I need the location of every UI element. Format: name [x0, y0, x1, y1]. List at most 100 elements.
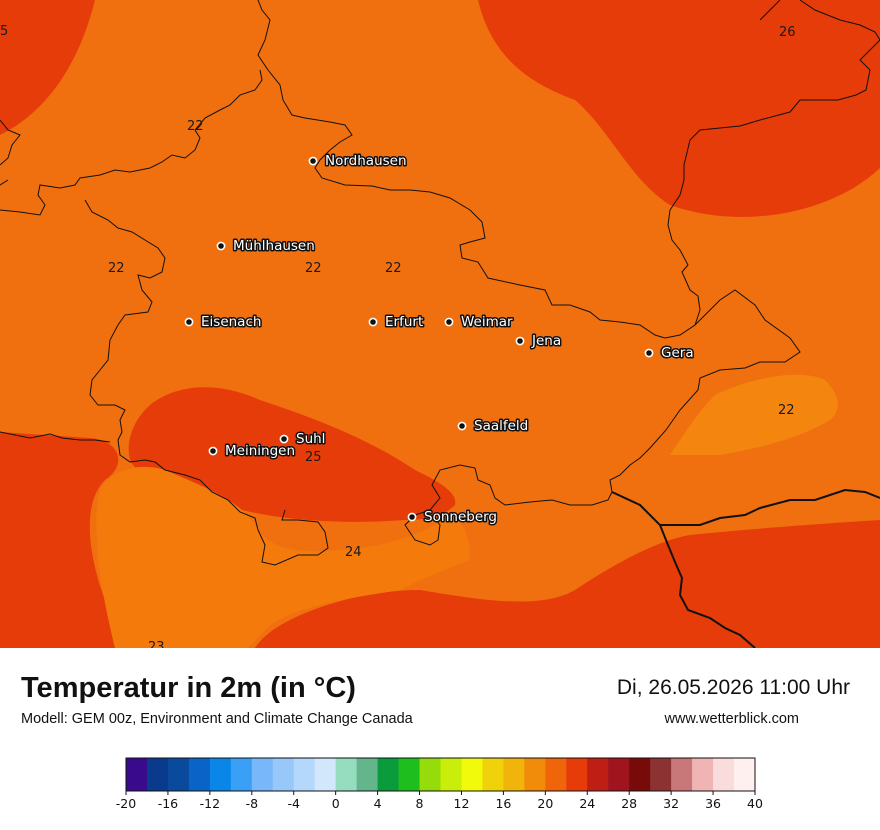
- legend-color-swatch: [629, 758, 651, 791]
- legend-color-swatch: [272, 758, 295, 791]
- isoline-label: 22: [187, 119, 204, 134]
- city-marker-sonneberg: Sonneberg: [407, 508, 499, 527]
- legend-color-swatch: [251, 758, 274, 791]
- legend-tick-label: -8: [246, 796, 259, 811]
- legend-color-swatch: [377, 758, 400, 791]
- legend-color-swatch: [335, 758, 358, 791]
- legend-tick-label: -20: [116, 796, 136, 811]
- city-label: Saalfeld: [474, 418, 528, 434]
- legend-tick-label: -4: [287, 796, 300, 811]
- city-dot: [216, 241, 226, 251]
- temperature-area-24-26: [478, 0, 880, 217]
- weather-map: 5 26 22 22 22 22 22 25 24 23 Nordhausen …: [0, 0, 880, 648]
- legend-color-swatch: [356, 758, 379, 791]
- legend-tick-label: 12: [454, 796, 470, 811]
- city-marker-eisenach: Eisenach: [184, 313, 263, 332]
- legend-color-swatch: [692, 758, 714, 791]
- state-border-lines: [0, 0, 880, 566]
- temperature-area-24-26: [128, 387, 456, 522]
- isoline-label: 22: [305, 261, 322, 276]
- legend-color-swatch: [209, 758, 232, 791]
- website-link-text: www.wetterblick.com: [664, 711, 799, 727]
- color-scale-svg: -20 -16 -12 -8 -4 0 4 8 12 16 20 24 28 32 36 40: [116, 757, 763, 811]
- city-dot: [515, 336, 525, 346]
- city-label: Gera: [661, 345, 694, 361]
- city-marker-erfurt: Erfurt: [368, 313, 425, 332]
- legend-tick-label: 28: [621, 796, 637, 811]
- city-label: Suhl: [296, 431, 325, 447]
- legend-tick-label: -16: [158, 796, 178, 811]
- legend-frame: [125, 757, 756, 792]
- isoline-label: 22: [778, 403, 795, 418]
- legend-color-swatch: [293, 758, 316, 791]
- map-title: Temperatur in 2m (in °C): [21, 672, 356, 704]
- isoline-label: 22: [385, 261, 402, 276]
- legend-color-swatch: [545, 758, 567, 791]
- city-dot: [457, 421, 467, 431]
- temperature-map-svg: 5 26 22 22 22 22 22 25 24 23 Nordhausen …: [0, 0, 880, 648]
- legend-color-swatch: [524, 758, 546, 791]
- model-source-text: Modell: GEM 00z, Environment and Climate…: [21, 711, 413, 727]
- legend-color-swatch: [482, 758, 504, 791]
- temperature-area-24-26: [0, 432, 119, 648]
- city-label: Meiningen: [225, 443, 295, 459]
- legend-color-swatch: [167, 758, 190, 791]
- color-scale-legend: -20 -16 -12 -8 -4 0 4 8 12 16 20 24 28 32 36 40: [0, 748, 880, 818]
- city-label: Sonneberg: [424, 509, 497, 525]
- isoline-label: 24: [345, 545, 362, 560]
- isoline-label: 5: [0, 24, 8, 39]
- legend-color-swatch: [713, 758, 735, 791]
- legend-color-swatch: [503, 758, 525, 791]
- legend-color-swatch: [440, 758, 462, 791]
- city-label: Nordhausen: [325, 153, 407, 169]
- map-footer: Temperatur in 2m (in °C) Modell: GEM 00z…: [0, 648, 880, 830]
- city-label: Weimar: [461, 314, 513, 330]
- legend-tick-label: 36: [705, 796, 721, 811]
- city-dot: [279, 434, 289, 444]
- temperature-area-22-24: [96, 466, 470, 648]
- legend-tick-label: 24: [579, 796, 595, 811]
- legend-tick-label: 16: [495, 796, 511, 811]
- isoline-labels: 5 26 22 22 22 22 22 25 24 23: [0, 24, 796, 648]
- legend-tick-label: 4: [374, 796, 382, 811]
- city-marker-jena: Jena: [515, 332, 563, 351]
- legend-color-swatch: [671, 758, 693, 791]
- city-label: Jena: [531, 333, 561, 349]
- city-dot: [407, 512, 417, 522]
- city-label: Mühlhausen: [233, 238, 315, 254]
- legend-tick-label: 32: [663, 796, 679, 811]
- legend-color-swatch: [608, 758, 630, 791]
- legend-color-swatch: [230, 758, 253, 791]
- legend-color-swatch: [650, 758, 672, 791]
- forecast-datetime: Di, 26.05.2026 11:00 Uhr: [616, 676, 850, 699]
- city-dot: [184, 317, 194, 327]
- city-marker-muehlhausen: Mühlhausen: [216, 237, 316, 256]
- city-dot: [308, 156, 318, 166]
- temperature-area-22-24: [670, 374, 838, 455]
- legend-color-swatch: [419, 758, 441, 791]
- temperature-area-24-26: [255, 520, 880, 648]
- city-marker-meiningen: Meiningen: [208, 442, 297, 461]
- legend-color-swatch: [126, 758, 148, 791]
- legend-color-swatch: [146, 758, 169, 791]
- city-dot: [368, 317, 378, 327]
- legend-color-swatch: [314, 758, 337, 791]
- isoline-label: 22: [108, 261, 125, 276]
- legend-tick-label: 40: [747, 796, 763, 811]
- city-dot: [444, 317, 454, 327]
- legend-tick-label: 20: [537, 796, 553, 811]
- legend-color-swatch: [188, 758, 211, 791]
- legend-color-swatch: [461, 758, 483, 791]
- legend-color-swatch: [734, 758, 756, 791]
- temperature-area-24-26: [0, 0, 95, 135]
- city-marker-saalfeld: Saalfeld: [457, 417, 530, 436]
- city-label: Eisenach: [201, 314, 261, 330]
- isoline-label: 25: [305, 450, 322, 465]
- isoline-label: 23: [148, 640, 165, 648]
- legend-color-swatch: [398, 758, 421, 791]
- city-marker-nordhausen: Nordhausen: [308, 152, 408, 171]
- city-marker-weimar: Weimar: [444, 313, 515, 332]
- city-marker-suhl: Suhl: [279, 430, 327, 449]
- city-dot: [208, 446, 218, 456]
- city-label: Erfurt: [385, 314, 423, 330]
